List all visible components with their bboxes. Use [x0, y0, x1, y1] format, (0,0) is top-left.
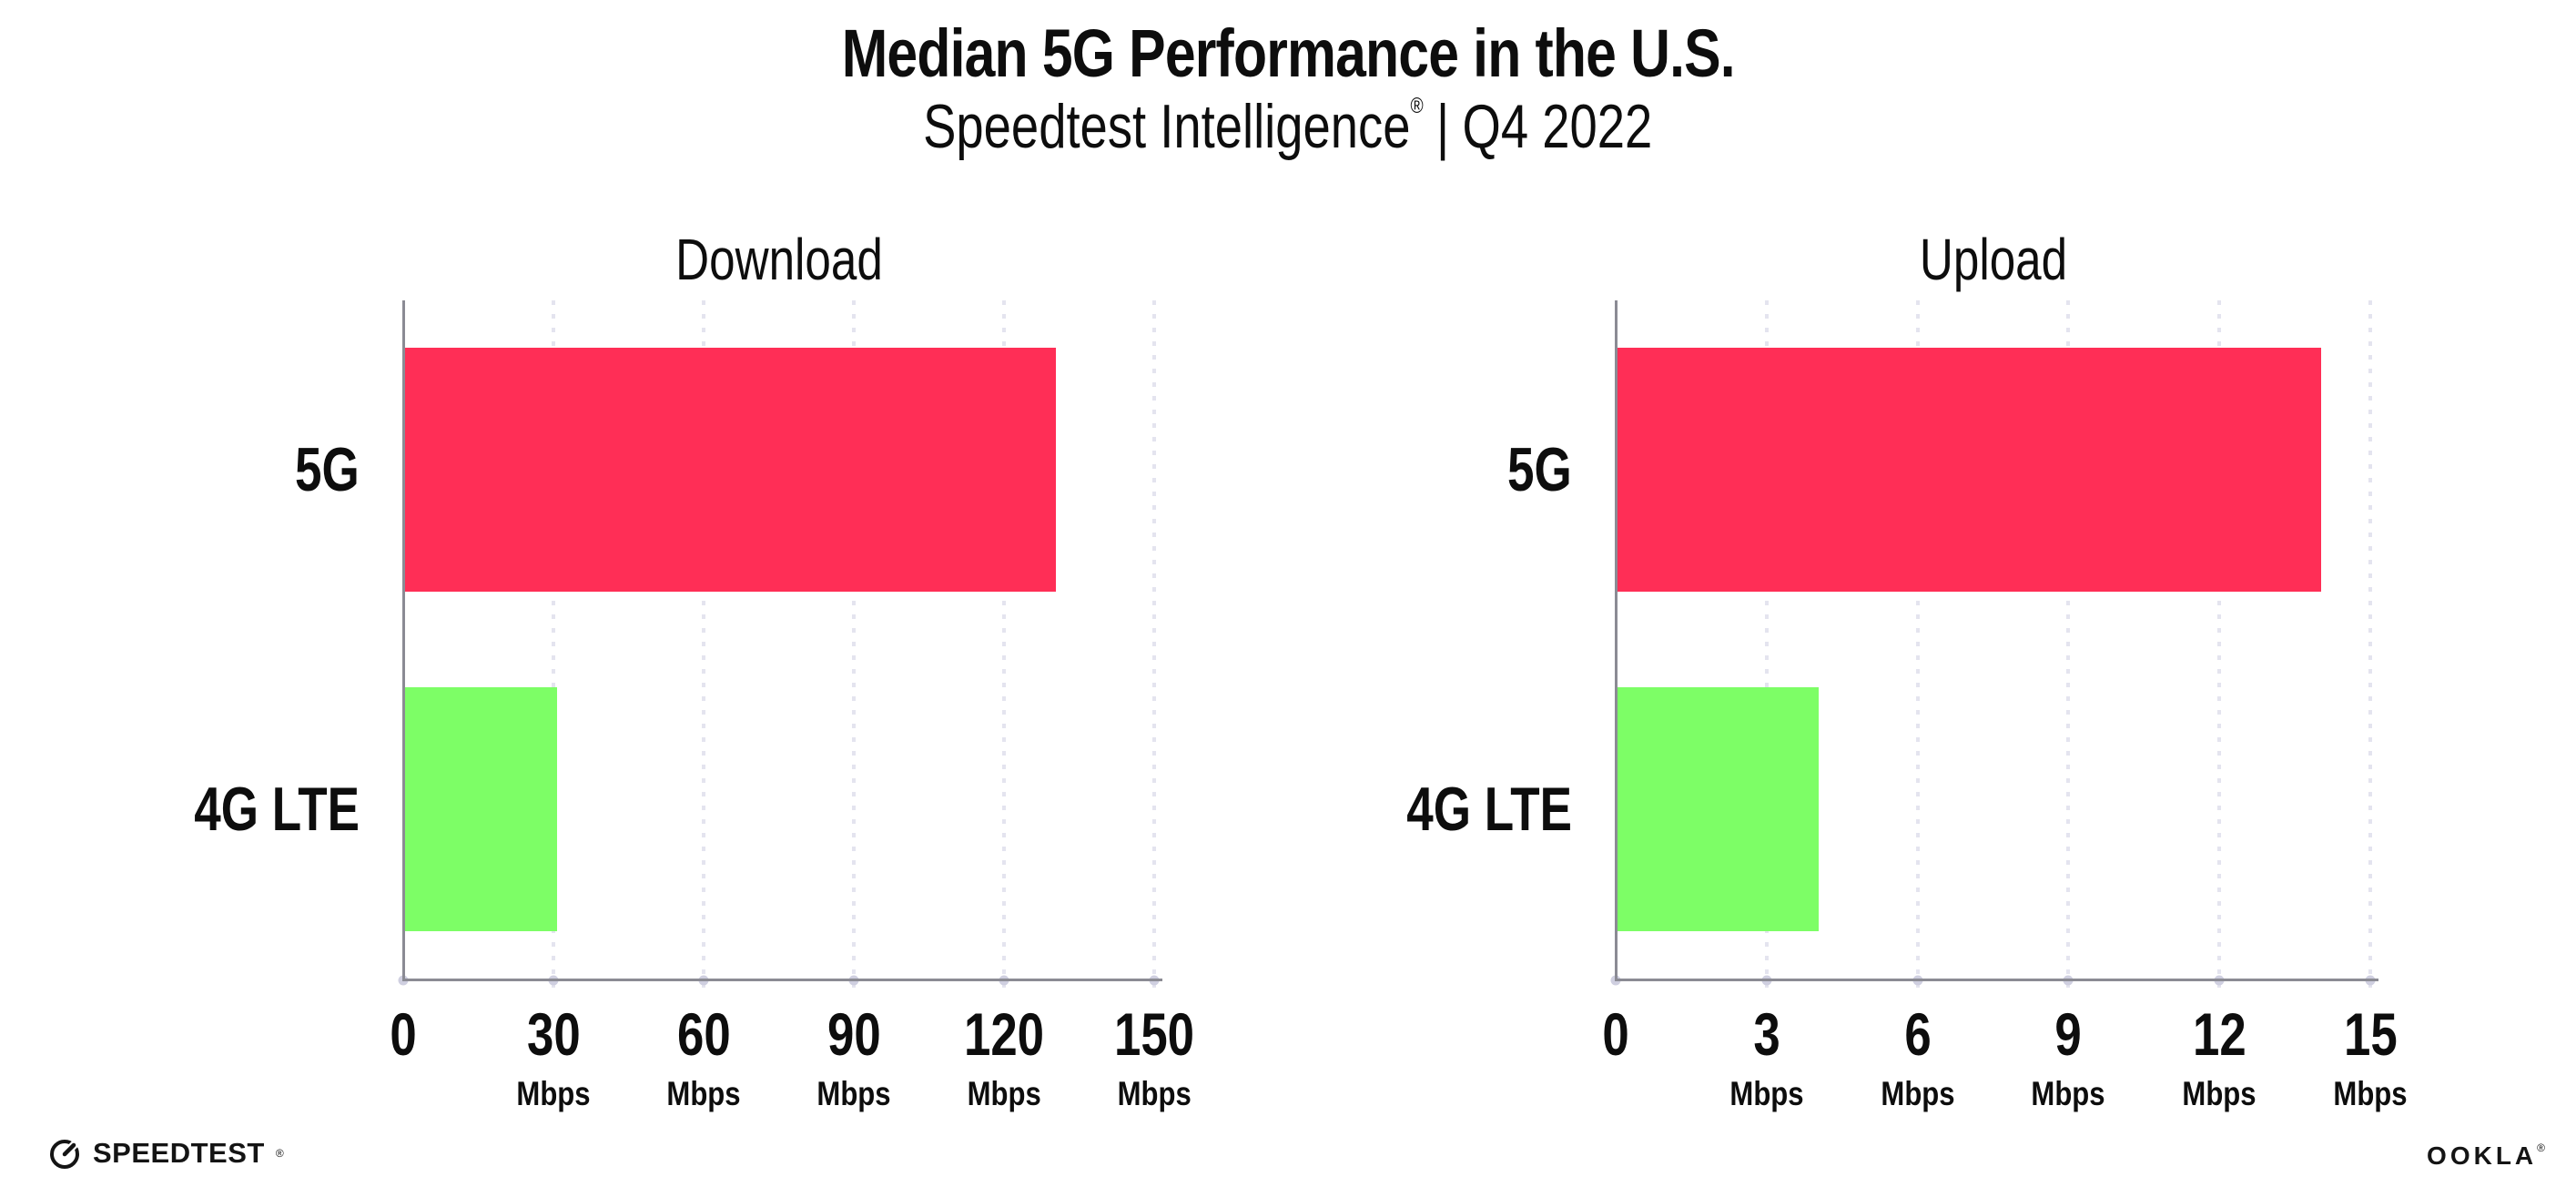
- x-tick-label: 12 Mbps: [2175, 1004, 2264, 1111]
- gridline: [702, 300, 705, 997]
- y-category-label: 5G: [1507, 435, 1572, 505]
- registered-mark: ®: [1410, 94, 1424, 118]
- gridline: [2066, 300, 2071, 997]
- x-tick-unit: Mbps: [2031, 1075, 2105, 1112]
- x-tick-value: 6: [1903, 1000, 1932, 1068]
- bar-5g: [1617, 348, 2322, 593]
- subtitle-brand: Speedtest Intelligence: [923, 92, 1411, 161]
- subtitle-separator: |: [1436, 92, 1450, 161]
- gridline: [2217, 300, 2222, 997]
- x-tick-unit: Mbps: [2182, 1075, 2257, 1112]
- gridline: [1915, 300, 1920, 997]
- x-tick-value: 12: [2192, 1000, 2246, 1068]
- ookla-registered-mark: ®: [2537, 1141, 2545, 1154]
- x-tick-unit: Mbps: [967, 1075, 1041, 1112]
- x-axis-line: [401, 979, 1162, 981]
- x-tick-label: 0: [1599, 1004, 1633, 1064]
- x-tick-value: 30: [526, 1000, 581, 1068]
- x-tick-label: 15 Mbps: [2327, 1004, 2415, 1111]
- speedtest-wordmark: SPEEDTEST: [93, 1137, 265, 1169]
- subtitle-period: Q4 2022: [1462, 92, 1653, 161]
- y-category-label: 4G LTE: [194, 774, 360, 844]
- x-tick-value: 0: [1602, 1000, 1629, 1068]
- y-axis-line: [401, 300, 405, 981]
- y-category-label: 5G: [295, 435, 360, 505]
- gridline: [1152, 300, 1156, 997]
- x-tick-value: 120: [963, 1000, 1045, 1068]
- speedtest-logo: SPEEDTEST ®: [47, 1136, 284, 1171]
- x-tick-label: 3 Mbps: [1722, 1004, 1810, 1111]
- page-subtitle: Speedtest Intelligence® | Q4 2022: [0, 91, 2576, 162]
- x-tick-value: 15: [2343, 1000, 2398, 1068]
- download-chart-title: Download: [674, 227, 883, 292]
- x-tick-unit: Mbps: [516, 1075, 591, 1112]
- page-title: Median 5G Performance in the U.S.: [0, 15, 2576, 92]
- x-tick-label: 30 Mbps: [510, 1004, 598, 1111]
- x-tick-label: 90 Mbps: [810, 1004, 898, 1111]
- gridline: [552, 300, 555, 997]
- x-tick-value: 150: [1113, 1000, 1195, 1068]
- speedtest-registered-mark: ®: [275, 1147, 284, 1160]
- x-tick-unit: Mbps: [1881, 1075, 1955, 1112]
- x-tick-label: 9 Mbps: [2024, 1004, 2113, 1111]
- gridline: [852, 300, 856, 997]
- x-tick-unit: Mbps: [816, 1075, 891, 1112]
- gridline: [1002, 300, 1006, 997]
- y-axis-line: [1614, 300, 1618, 981]
- bar-4g-lte: [404, 686, 558, 931]
- ookla-logo: OOKLA ®: [2427, 1141, 2545, 1171]
- x-tick-label: 6 Mbps: [1873, 1004, 1962, 1111]
- x-tick-label: 0: [387, 1004, 421, 1064]
- x-tick-value: 90: [827, 1000, 881, 1068]
- gridline: [2368, 300, 2372, 997]
- speedtest-gauge-icon: [50, 1140, 79, 1169]
- x-tick-value: 3: [1753, 1000, 1780, 1068]
- bar-4g-lte: [1617, 686, 1819, 931]
- x-axis-line: [1614, 979, 2378, 981]
- ookla-wordmark: OOKLA: [2427, 1141, 2538, 1170]
- x-tick-label: 150 Mbps: [1104, 1004, 1204, 1111]
- gridline: [1764, 300, 1769, 997]
- x-tick-value: 9: [2054, 1000, 2083, 1068]
- x-tick-label: 60 Mbps: [660, 1004, 748, 1111]
- x-tick-unit: Mbps: [1729, 1075, 1804, 1112]
- x-tick-label: 120 Mbps: [954, 1004, 1054, 1111]
- x-tick-value: 0: [390, 1000, 417, 1068]
- x-tick-unit: Mbps: [666, 1075, 741, 1112]
- x-tick-unit: Mbps: [1117, 1075, 1192, 1112]
- bar-5g: [404, 348, 1056, 593]
- x-tick-unit: Mbps: [2333, 1075, 2408, 1112]
- page-title-text: Median 5G Performance in the U.S.: [841, 15, 1735, 91]
- x-tick-value: 60: [676, 1000, 731, 1068]
- upload-chart-title: Upload: [1919, 227, 2067, 292]
- y-category-label: 4G LTE: [1406, 774, 1572, 844]
